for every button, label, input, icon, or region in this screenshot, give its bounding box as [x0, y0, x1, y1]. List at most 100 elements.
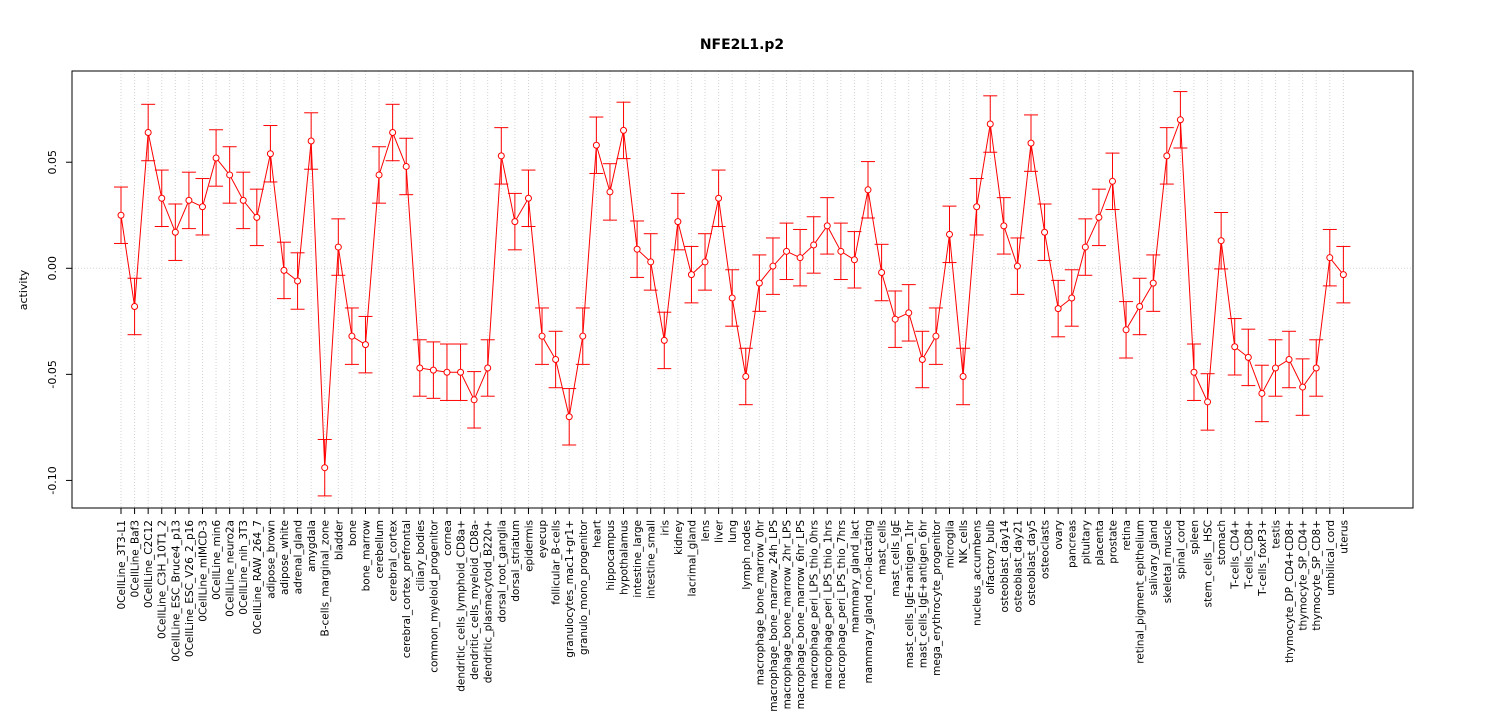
data-point	[212, 154, 220, 162]
data-point	[1312, 364, 1320, 372]
data-point	[1299, 383, 1307, 391]
x-tick-label: spinal_cord	[1175, 520, 1187, 579]
y-tick-label: 0.05	[46, 150, 59, 175]
x-tick-label: granulocytes_mac1+gr1+	[564, 520, 576, 658]
series-layer	[114, 91, 1351, 497]
data-point	[1041, 228, 1049, 236]
x-tick-label: cerebellum	[374, 520, 386, 579]
data-point	[538, 332, 546, 340]
data-point	[973, 203, 981, 211]
chart-title: NFE2L1.p2	[700, 37, 784, 53]
x-tick-label: B-cells_marginal_zone	[320, 520, 332, 636]
data-point	[633, 245, 641, 253]
x-tick-label: granulo_mono_progenitor	[578, 519, 590, 655]
data-point	[457, 368, 465, 376]
x-tick-label: lacrimal_gland	[686, 520, 698, 597]
x-tick-label: hippocampus	[605, 520, 617, 591]
x-tick-label: mammary_gland_lact	[849, 520, 861, 633]
data-point	[511, 218, 519, 226]
data-point	[1095, 213, 1103, 221]
x-tick-label: bone_marrow	[360, 520, 372, 592]
x-tick-label: T-cells_CD8+	[1243, 520, 1255, 590]
data-point	[660, 336, 668, 344]
data-point	[552, 356, 560, 364]
x-tick-label: follicular_B-cells	[551, 520, 563, 605]
data-point	[728, 294, 736, 302]
data-point	[1258, 389, 1266, 397]
x-tick-label: retinal_pigment_epithelium	[1135, 520, 1147, 664]
data-point	[715, 194, 723, 202]
data-point	[878, 269, 886, 277]
x-tick-label: heart	[591, 520, 603, 548]
x-tick-label: osteoblast_day14	[999, 520, 1011, 613]
x-tick-label: hypothalamus	[619, 520, 631, 595]
data-point	[783, 247, 791, 255]
y-axis-label: activity	[17, 269, 30, 310]
x-tick-label: placenta	[1094, 520, 1106, 565]
x-tick-label: macrophage_bone_marrow_2hr_LPS	[782, 520, 794, 710]
data-point	[986, 120, 994, 128]
x-tick-label: T-cells_CD4+	[1230, 520, 1242, 590]
x-tick-label: 0CellLine_mIMCD-3	[197, 520, 209, 622]
data-point	[932, 332, 940, 340]
x-tick-label: iris	[659, 520, 671, 536]
x-tick-label: cerebral_cortex_prefrontal	[401, 520, 413, 658]
x-tick-label: prostate	[1107, 520, 1119, 564]
y-tick-label: -0.05	[46, 360, 59, 388]
data-point	[1326, 254, 1334, 262]
x-tick-label: ciliary_bodies	[415, 520, 427, 591]
x-tick-label: dendritic_cells_lymphoid_CD8a+	[456, 520, 468, 692]
data-point	[701, 258, 709, 266]
x-tick-label: macrophage_peri_LPS_thio_0hrs	[809, 520, 821, 689]
data-point	[416, 364, 424, 372]
x-tick-label: microglia	[945, 520, 957, 568]
data-point	[334, 243, 342, 251]
data-point	[674, 218, 682, 226]
x-tick-label: intestine_large	[632, 520, 644, 598]
x-tick-label: olfactory_bulb	[985, 520, 997, 595]
data-point	[443, 368, 451, 376]
data-point	[185, 196, 193, 204]
data-point	[620, 126, 628, 134]
data-point	[755, 279, 763, 287]
x-tick-label: adrenal_gland	[293, 520, 305, 594]
data-point	[796, 254, 804, 262]
data-point	[905, 309, 913, 317]
x-tick-label: pituitary	[1080, 520, 1092, 564]
x-tick-label: dorsal_root_ganglia	[496, 520, 508, 622]
x-tick-label: mast_cells_IgE	[890, 520, 902, 597]
data-point	[823, 222, 831, 230]
data-point	[1136, 302, 1144, 310]
data-point	[470, 396, 478, 404]
data-point	[1081, 243, 1089, 251]
x-tick-label: dorsal_striatum	[510, 520, 522, 602]
x-tick-label: 0CellLine_Baf3	[130, 520, 142, 597]
x-tick-label: nucleus_accumbens	[972, 520, 984, 626]
x-tick-label: thymocyte_DP_CD4+CD8+	[1284, 520, 1296, 663]
x-tick-label: eyecup	[537, 520, 549, 559]
y-tick-label: -0.10	[46, 466, 59, 494]
x-tick-label: 0CellLine_3T3-L1	[116, 520, 128, 610]
data-point	[1231, 343, 1239, 351]
x-tick-label: osteoblast_day21	[1012, 520, 1024, 612]
data-point	[198, 203, 206, 211]
x-tick-label: T-cells_foxP3+	[1257, 520, 1269, 597]
data-point	[592, 141, 600, 149]
data-point	[1217, 237, 1225, 245]
data-point	[891, 315, 899, 323]
x-tick-label: osteoblast_day5	[1026, 520, 1038, 606]
data-point	[253, 213, 261, 221]
x-tick-label: macrophage_peri_LPS_thio_7hrs	[836, 520, 848, 689]
x-tick-label: mast_cells_IgE+antigen_1hr	[904, 519, 916, 668]
x-tick-label: 0CellLine_ESC_Bruce4_p13	[170, 520, 182, 662]
data-point	[389, 129, 397, 137]
x-tick-label: ovary	[1053, 520, 1065, 550]
data-point	[1285, 356, 1293, 364]
x-tick-label: dendritic_plasmacytoid_B220+	[483, 520, 495, 683]
data-point	[606, 188, 614, 196]
data-point	[1000, 222, 1008, 230]
data-point	[1176, 116, 1184, 124]
data-point	[1108, 177, 1116, 185]
